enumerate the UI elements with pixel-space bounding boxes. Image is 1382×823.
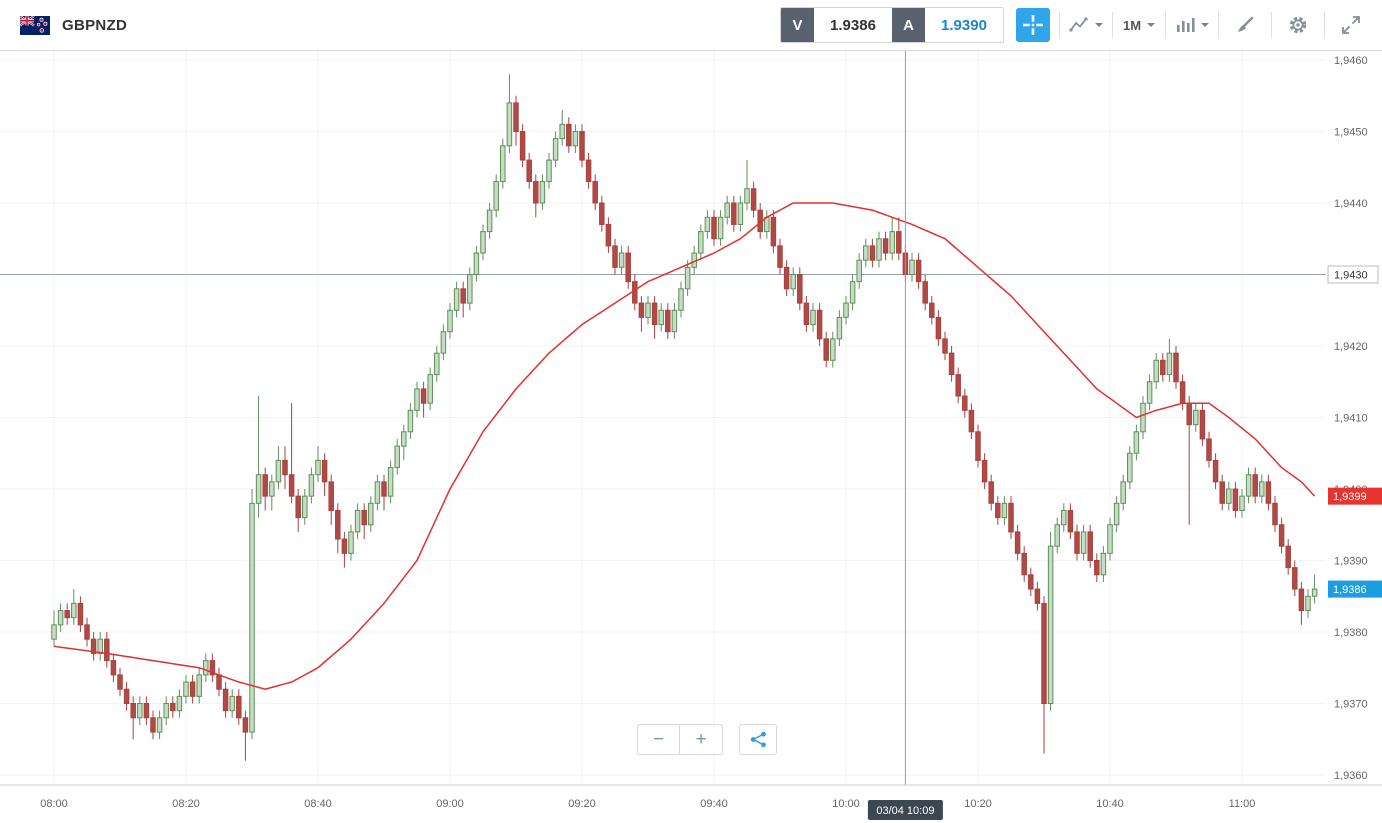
- zoom-out-button[interactable]: −: [637, 724, 680, 755]
- svg-text:08:00: 08:00: [40, 798, 68, 810]
- ma-line: [53, 202, 1316, 690]
- sell-price[interactable]: 1.9386: [830, 16, 876, 34]
- svg-text:10:00: 10:00: [832, 798, 860, 810]
- chart-style-dropdown[interactable]: [1069, 8, 1103, 42]
- grid-lines: [0, 50, 1326, 785]
- toolbar-separator: [1112, 12, 1113, 38]
- price-chart[interactable]: 08:00 08:20 08:40 09:00 09:20 09:40 10:00 10:20…: [0, 50, 1382, 823]
- chevron-down-icon: [1147, 23, 1156, 27]
- svg-text:11:00: 11:00: [1229, 798, 1256, 810]
- toolbar-separator: [1324, 12, 1325, 38]
- toolbar-separator: [1165, 12, 1166, 38]
- buy-button[interactable]: A: [892, 8, 925, 42]
- gear-icon: [1287, 14, 1309, 36]
- bar-chart-icon: [1175, 16, 1195, 34]
- price-axis: 1,94601,94501,94401,94301,94201,94101,94…: [1327, 55, 1379, 782]
- line-chart-icon: [1069, 16, 1089, 34]
- chart-area[interactable]: 08:00 08:20 08:40 09:00 09:20 09:40 10:00 10:20…: [0, 50, 1382, 823]
- time-axis: 08:00 08:20 08:40 09:00 09:20 09:40 10:00 10:20…: [0, 784, 1382, 810]
- drawing-tools-button[interactable]: [1228, 8, 1262, 42]
- toolbar-controls: V 1.9386 A 1.9390: [780, 7, 1382, 43]
- share-button[interactable]: [739, 724, 777, 755]
- crosshair-icon: [1022, 14, 1044, 36]
- last-price-badge: 1,9386: [1328, 580, 1382, 598]
- svg-text:09:40: 09:40: [700, 798, 728, 810]
- svg-text:1,9370: 1,9370: [1334, 699, 1368, 711]
- svg-text:03/04 10:09: 03/04 10:09: [876, 805, 934, 817]
- buy-price[interactable]: 1.9390: [941, 16, 987, 34]
- collapse-arrows-icon: [1341, 15, 1361, 35]
- svg-text:09:20: 09:20: [568, 798, 596, 810]
- chevron-down-icon: [1095, 23, 1103, 27]
- svg-text:10:40: 10:40: [1096, 798, 1124, 810]
- svg-text:10:20: 10:20: [964, 798, 992, 810]
- svg-text:1,9360: 1,9360: [1334, 770, 1368, 782]
- share-icon: [750, 731, 767, 748]
- svg-text:08:20: 08:20: [172, 798, 200, 810]
- chevron-down-icon: [1201, 23, 1209, 27]
- page-title: GBPNZD: [62, 16, 128, 34]
- sell-buy-price-group: V 1.9386 A 1.9390: [780, 7, 1004, 43]
- svg-text:1,9420: 1,9420: [1334, 341, 1368, 353]
- chart-toolbar: GBPNZD V 1.9386 A 1.9390: [0, 0, 1382, 51]
- ma-value-badge: 1,9399: [1328, 487, 1382, 505]
- svg-text:1,9430: 1,9430: [1334, 270, 1368, 282]
- nz-flag-icon: [20, 15, 50, 35]
- instrument-header: GBPNZD: [0, 15, 780, 35]
- collapse-chart-button[interactable]: [1334, 8, 1368, 42]
- toolbar-separator: [1059, 12, 1060, 38]
- svg-text:1,9450: 1,9450: [1334, 127, 1368, 139]
- toolbar-separator: [1218, 12, 1219, 38]
- crosshair-time-badge: 03/04 10:09: [867, 800, 943, 820]
- toolbar-separator: [1271, 12, 1272, 38]
- candles-layer: [51, 74, 1318, 761]
- svg-text:08:40: 08:40: [304, 798, 332, 810]
- crosshair-tool-button[interactable]: [1016, 8, 1050, 42]
- svg-text:1,9410: 1,9410: [1334, 413, 1368, 425]
- indicators-dropdown[interactable]: [1175, 8, 1209, 42]
- zoom-in-button[interactable]: +: [680, 724, 723, 755]
- svg-text:1,9390: 1,9390: [1334, 556, 1368, 568]
- sell-button[interactable]: V: [781, 8, 814, 42]
- svg-text:1,9460: 1,9460: [1334, 55, 1368, 67]
- svg-text:09:00: 09:00: [436, 798, 464, 810]
- timeframe-dropdown[interactable]: 1M: [1122, 8, 1156, 42]
- zoom-controls: − +: [637, 724, 723, 755]
- timeframe-label: 1M: [1122, 17, 1142, 33]
- svg-text:1,9399: 1,9399: [1333, 491, 1367, 503]
- svg-text:1,9380: 1,9380: [1334, 627, 1368, 639]
- settings-button[interactable]: [1281, 8, 1315, 42]
- brush-icon: [1235, 15, 1255, 35]
- svg-text:1,9386: 1,9386: [1333, 584, 1367, 596]
- svg-text:1,9440: 1,9440: [1334, 198, 1368, 210]
